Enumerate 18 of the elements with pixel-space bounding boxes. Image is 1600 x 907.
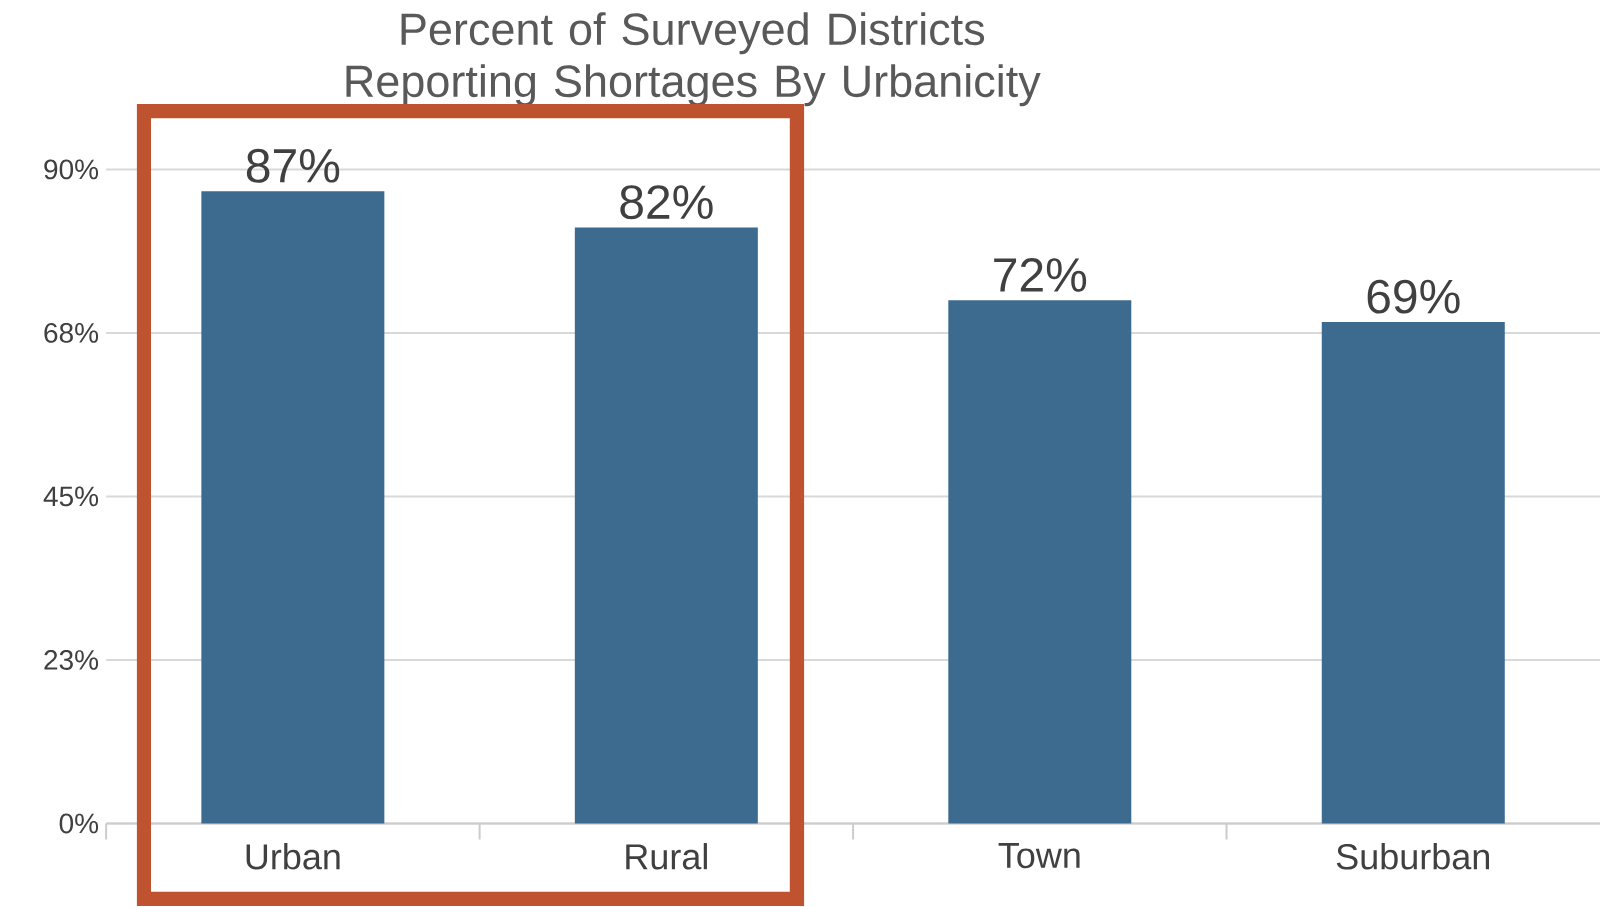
y-tick-label: 23% [44, 649, 99, 670]
x-tick-label: Suburban [1336, 843, 1490, 870]
data-label: 87% [246, 148, 340, 183]
x-tick-label: Rural [626, 843, 707, 870]
data-label: 72% [994, 257, 1087, 292]
x-tick-label: Urban [246, 843, 340, 870]
y-tick-label: 68% [44, 322, 99, 343]
chart-title: Percent of Surveyed Districts Reporting Shortages By Urbanicity [346, 12, 1041, 107]
y-tick-label: 0% [59, 813, 99, 834]
bar [574, 227, 758, 824]
y-tick-label: 90% [44, 159, 99, 180]
data-label: 82% [620, 185, 713, 220]
bar [948, 300, 1132, 824]
bar [1321, 321, 1505, 824]
x-tick-label: Town [998, 843, 1080, 869]
bar [201, 191, 385, 824]
y-tick-label: 45% [43, 486, 99, 507]
data-label: 69% [1367, 279, 1460, 314]
